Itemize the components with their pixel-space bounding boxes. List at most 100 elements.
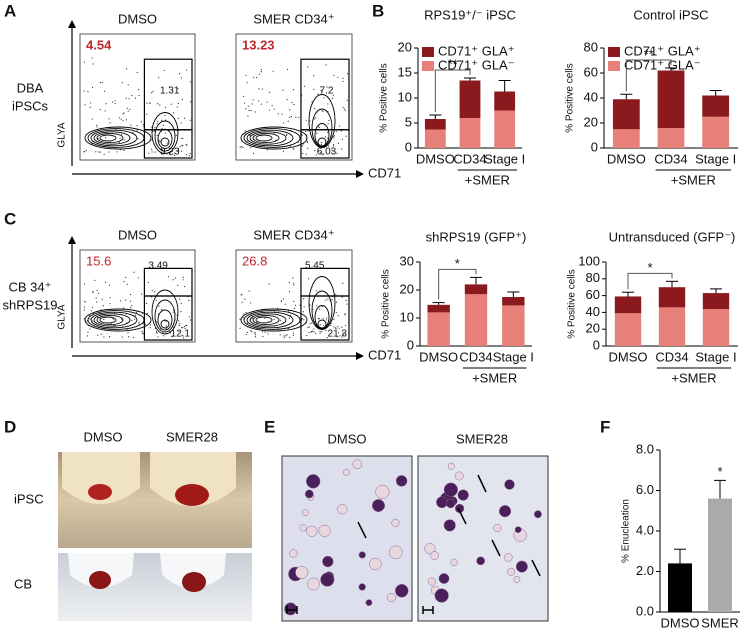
- contour: [308, 276, 336, 330]
- event-dot: [305, 335, 308, 337]
- legend-label: CD71⁺ GLA⁺: [624, 43, 701, 58]
- x-tick-label: Stage I: [695, 349, 736, 364]
- event-dot: [256, 76, 258, 79]
- event-dot: [342, 77, 344, 79]
- event-dot: [177, 102, 179, 105]
- cell: [438, 573, 450, 584]
- event-dot: [174, 319, 176, 321]
- event-dot: [182, 138, 184, 140]
- event-dot: [293, 284, 295, 286]
- bar: [668, 563, 692, 612]
- event-dot: [118, 141, 120, 144]
- event-dot: [321, 109, 323, 112]
- event-dot: [254, 332, 256, 334]
- cell: [395, 584, 409, 598]
- cell: [424, 543, 436, 555]
- event-dot: [343, 108, 346, 110]
- legend-swatch: [608, 47, 620, 57]
- group-label: +SMER: [671, 172, 716, 187]
- event-dot: [295, 116, 297, 118]
- event-dot: [83, 150, 85, 153]
- panel-label: B: [372, 1, 384, 20]
- event-dot: [268, 283, 270, 285]
- event-dot: [172, 326, 174, 328]
- column-label: DMSO: [328, 431, 367, 446]
- column-label: SMER28: [456, 431, 508, 446]
- event-dot: [244, 316, 246, 318]
- event-dot: [115, 128, 117, 130]
- contour: [99, 316, 117, 324]
- event-dot: [291, 101, 293, 104]
- event-dot: [269, 109, 271, 111]
- bar-segment: [612, 129, 640, 148]
- event-dot: [186, 69, 188, 71]
- event-dot: [250, 314, 252, 316]
- y-axis-label: % Enucleation: [621, 499, 632, 563]
- y-tick-label: 0: [405, 139, 412, 154]
- event-dot: [322, 153, 324, 155]
- event-dot: [290, 115, 293, 118]
- panel-title: SMER CD34⁺: [253, 227, 334, 242]
- event-dot: [246, 326, 249, 328]
- event-dot: [275, 139, 277, 141]
- event-dot: [342, 107, 344, 109]
- event-dot: [141, 293, 143, 295]
- event-dot: [273, 108, 275, 110]
- event-dot: [130, 307, 132, 309]
- event-dot: [186, 144, 188, 146]
- event-dot: [114, 102, 116, 105]
- event-dot: [342, 282, 344, 284]
- event-dot: [261, 129, 264, 132]
- x-tick-label: CD34: [654, 151, 687, 166]
- event-dot: [118, 127, 121, 129]
- event-dot: [263, 131, 265, 133]
- event-dot: [168, 323, 170, 326]
- event-dot: [165, 320, 168, 322]
- event-dot: [137, 138, 139, 140]
- cell: [304, 489, 314, 499]
- event-dot: [146, 312, 148, 314]
- event-dot: [327, 145, 330, 147]
- gate-percent: 7.2: [320, 85, 334, 96]
- y-tick-label: 40: [586, 304, 600, 319]
- bar-segment: [494, 110, 516, 148]
- event-dot: [153, 120, 156, 122]
- event-dot: [172, 279, 174, 281]
- event-dot: [138, 323, 140, 325]
- event-dot: [246, 140, 248, 142]
- event-dot: [158, 77, 160, 79]
- event-dot: [87, 331, 89, 333]
- event-dot: [89, 318, 91, 320]
- bracket: [625, 59, 672, 92]
- event-dot: [327, 123, 329, 125]
- y-tick-label: 10: [398, 89, 412, 104]
- event-dot: [129, 300, 132, 302]
- contour: [84, 308, 152, 332]
- y-tick-label: 5: [405, 114, 412, 129]
- event-dot: [164, 132, 167, 134]
- event-dot: [327, 131, 329, 134]
- event-dot: [108, 151, 110, 153]
- event-dot: [99, 81, 102, 84]
- event-dot: [321, 305, 324, 307]
- cell: [358, 583, 366, 591]
- event-dot: [91, 118, 93, 120]
- event-dot: [105, 132, 108, 134]
- cell: [371, 499, 385, 512]
- group-label: +SMER: [671, 370, 716, 385]
- event-dot: [97, 316, 99, 318]
- event-dot: [298, 116, 300, 119]
- y-tick-label: 0: [407, 337, 414, 352]
- event-dot: [154, 151, 156, 153]
- event-dot: [119, 300, 122, 302]
- event-dot: [242, 146, 244, 149]
- event-dot: [289, 336, 291, 339]
- event-dot: [333, 318, 335, 321]
- gate: [143, 267, 193, 297]
- event-dot: [189, 101, 192, 103]
- event-dot: [85, 150, 87, 152]
- event-dot: [261, 134, 263, 137]
- event-dot: [99, 151, 101, 153]
- event-dot: [99, 311, 101, 313]
- event-dot: [292, 148, 294, 150]
